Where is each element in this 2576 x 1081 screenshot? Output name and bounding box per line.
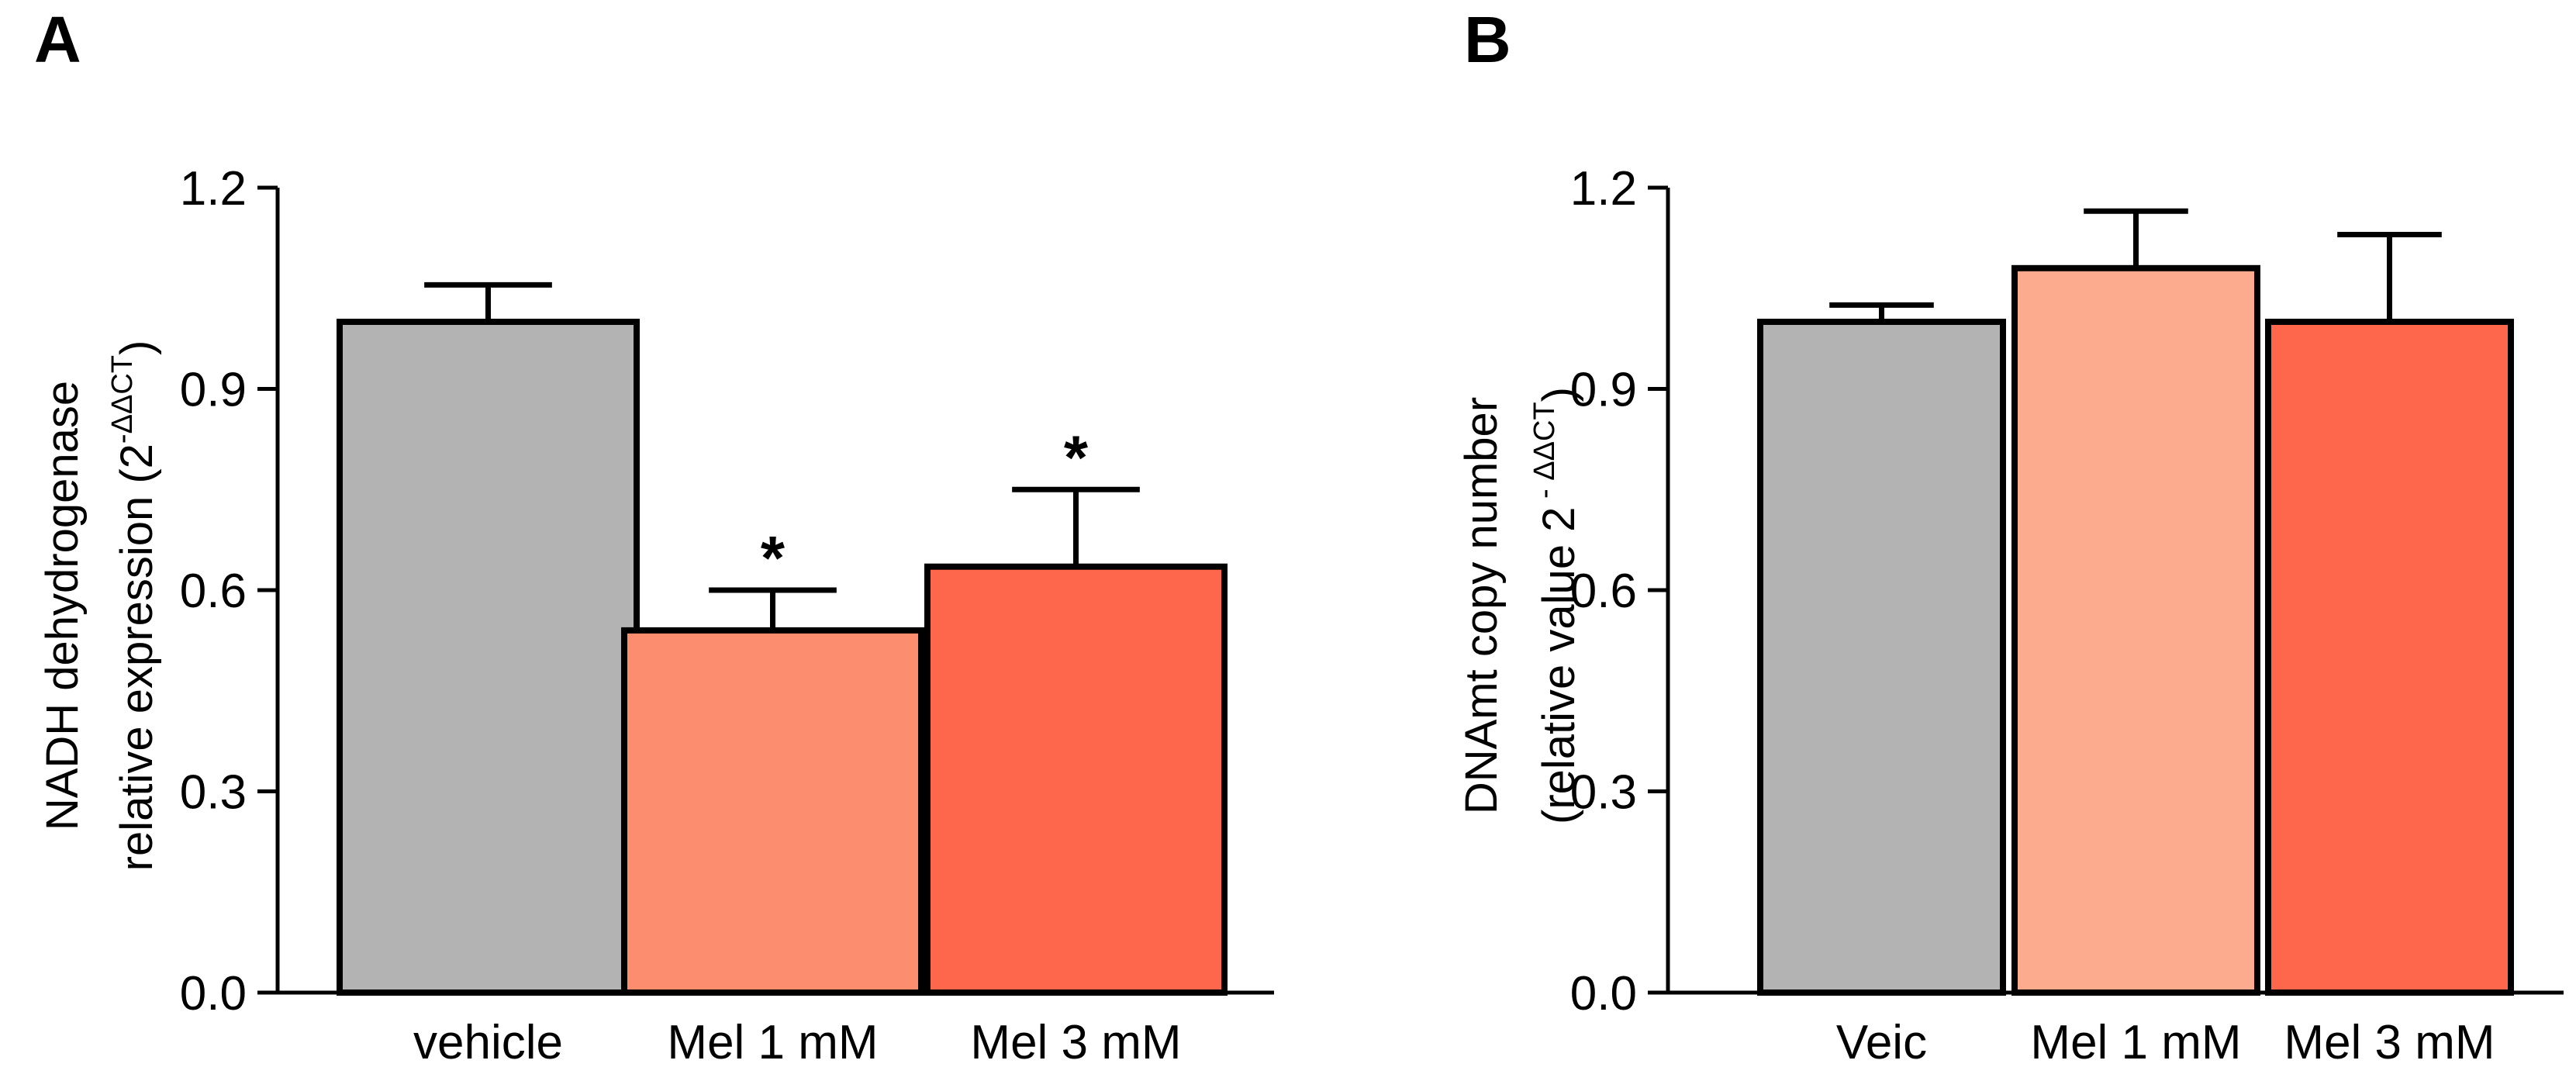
y-tick-label: 0.0 — [1570, 967, 1637, 1021]
y-axis-title-line2-superscript: -ΔΔCT — [106, 355, 139, 444]
bar — [2011, 264, 2260, 996]
y-tick-label: 1.2 — [180, 162, 247, 216]
y-axis-title-line2-prefix: (relative value 2 — [1534, 507, 1584, 824]
y-tick-label: 0.9 — [180, 364, 247, 417]
bar — [2265, 319, 2514, 996]
y-tick-label: 0.9 — [1570, 364, 1637, 417]
x-tick-label: Mel 3 mM — [970, 1016, 1181, 1069]
panel-b: B 0.0 0.3 0.6 0.9 1.2 Veic Mel 1 mM Mel 3 mM DNAm… — [1456, 3, 2564, 1069]
y-axis-title-line1: DNAmt copy number — [1456, 397, 1507, 814]
y-tick-label: 0.3 — [1570, 766, 1637, 820]
x-tick-label: Mel 3 mM — [2284, 1016, 2495, 1069]
x-tick-label: Mel 1 mM — [2030, 1016, 2241, 1069]
bar — [1757, 319, 2006, 996]
panel-letter: A — [34, 3, 81, 76]
x-tick-label: Mel 1 mM — [667, 1016, 878, 1069]
y-axis-title-line2-prefix: relative expression (2 — [112, 444, 162, 871]
y-tick-label: 0.6 — [180, 565, 247, 618]
y-axis-title-line2: (relative value 2 - ΔΔCT) — [1528, 387, 1584, 824]
panel-a: A 0.0 0.3 0.6 0.9 1.2 vehicle Mel 1 mM * Mel 3 mM… — [34, 3, 1274, 1069]
y-axis-title-line2-suffix: ) — [112, 340, 162, 355]
significance-marker: * — [761, 523, 786, 592]
panel-letter: B — [1464, 3, 1511, 76]
y-tick-label: 1.2 — [1570, 162, 1637, 216]
significance-marker: * — [1064, 423, 1089, 492]
bar — [337, 319, 640, 996]
y-axis-title-line2-superscript: - ΔΔCT — [1528, 402, 1561, 506]
y-tick-label: 0.6 — [1570, 565, 1637, 618]
bar — [621, 627, 924, 996]
y-tick-label: 0.3 — [180, 766, 247, 820]
bar — [924, 563, 1228, 996]
x-tick-label: Veic — [1836, 1016, 1927, 1069]
y-axis-title-line1: NADH dehydrogenase — [37, 381, 88, 831]
y-axis-title-line2: relative expression (2-ΔΔCT) — [106, 340, 162, 872]
y-axis-title-line2-suffix: ) — [1534, 387, 1584, 402]
y-tick-label: 0.0 — [180, 967, 247, 1021]
x-tick-label: vehicle — [413, 1016, 563, 1069]
